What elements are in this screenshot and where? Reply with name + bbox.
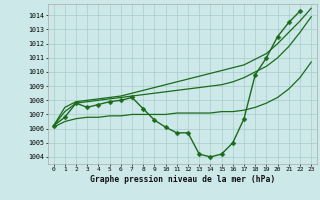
X-axis label: Graphe pression niveau de la mer (hPa): Graphe pression niveau de la mer (hPa)	[90, 175, 275, 184]
